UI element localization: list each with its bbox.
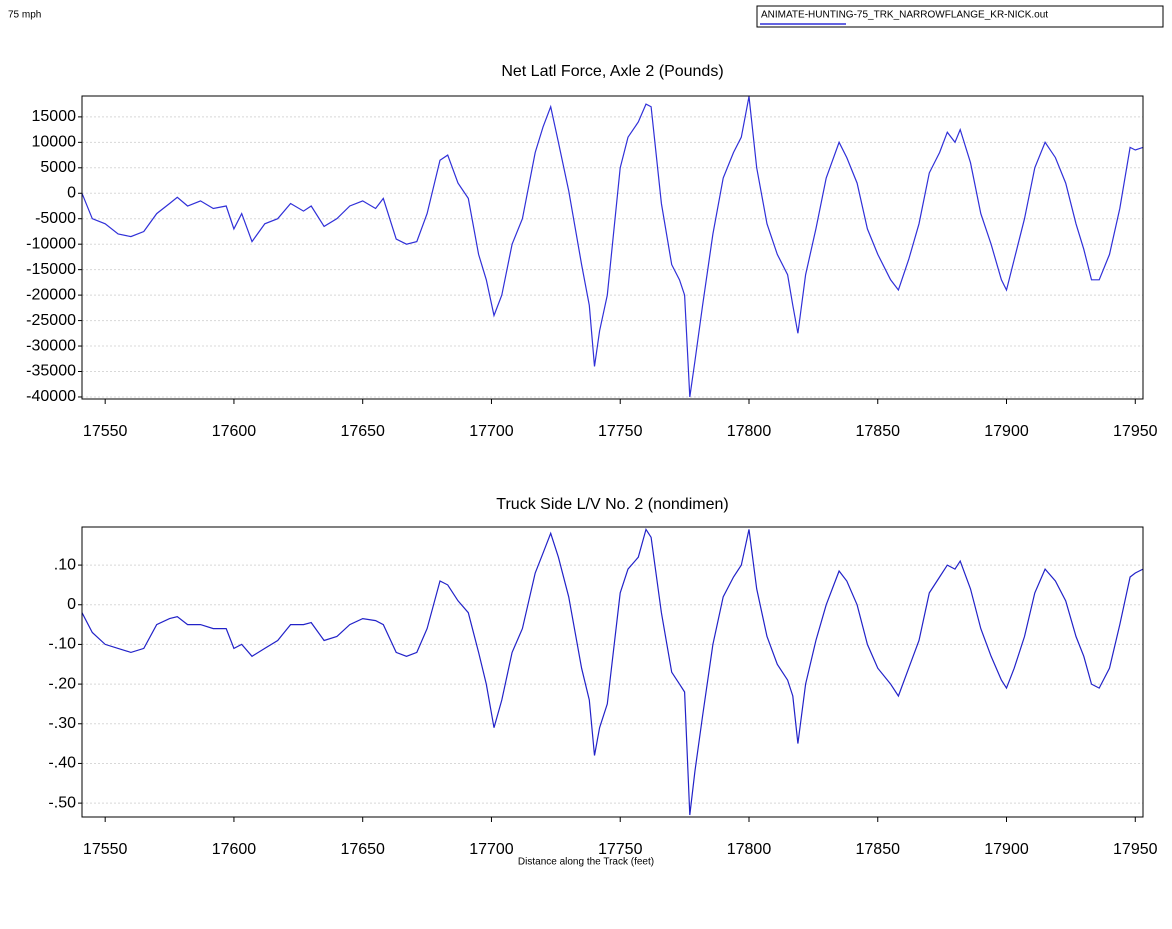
y-tick-label: -.50 <box>48 794 76 811</box>
x-tick-label: 17750 <box>598 841 643 858</box>
x-tick-label: 17950 <box>1113 841 1158 858</box>
x-tick-label: 17550 <box>83 423 128 440</box>
x-tick-label: 17650 <box>340 423 385 440</box>
x-tick-label: 17750 <box>598 423 643 440</box>
chart-title: Truck Side L/V No. 2 (nondimen) <box>496 496 728 513</box>
legend-label: ANIMATE-HUNTING-75_TRK_NARROWFLANGE_KR-N… <box>761 10 1048 21</box>
data-line <box>82 527 1143 816</box>
y-tick-label: 0 <box>67 596 76 613</box>
y-tick-label: .10 <box>54 556 76 573</box>
x-axis-label: Distance along the Track (feet) <box>518 857 654 868</box>
chart-title: Net Latl Force, Axle 2 (Pounds) <box>501 63 723 80</box>
legend-box <box>756 5 1164 28</box>
y-tick-label: -.10 <box>48 636 76 653</box>
data-line <box>82 96 1143 398</box>
y-tick-label: -30000 <box>26 337 76 354</box>
y-tick-label: -40000 <box>26 388 76 405</box>
x-tick-label: 17850 <box>856 423 901 440</box>
y-tick-label: -15000 <box>26 261 76 278</box>
plot-frame <box>81 95 1144 400</box>
y-tick-label: -5000 <box>35 210 76 227</box>
x-tick-label: 17600 <box>212 841 257 858</box>
x-tick-label: 17700 <box>469 841 514 858</box>
x-tick-label: 17800 <box>727 841 772 858</box>
y-tick-label: -.40 <box>48 755 76 772</box>
x-tick-label: 17850 <box>856 841 901 858</box>
y-tick-label: 0 <box>67 184 76 201</box>
y-tick-label: -20000 <box>26 286 76 303</box>
y-tick-label: 10000 <box>32 134 77 151</box>
x-tick-label: 17800 <box>727 423 772 440</box>
y-tick-label: -.20 <box>48 675 76 692</box>
x-tick-label: 17900 <box>984 841 1029 858</box>
x-tick-label: 17950 <box>1113 423 1158 440</box>
y-tick-label: -.30 <box>48 715 76 732</box>
speed-note: 75 mph <box>8 10 41 21</box>
y-tick-label: -10000 <box>26 235 76 252</box>
x-tick-label: 17600 <box>212 423 257 440</box>
x-tick-label: 17900 <box>984 423 1029 440</box>
x-tick-label: 17650 <box>340 841 385 858</box>
plot-frame <box>81 526 1144 818</box>
x-tick-label: 17550 <box>83 841 128 858</box>
y-tick-label: -25000 <box>26 312 76 329</box>
x-tick-label: 17700 <box>469 423 514 440</box>
y-tick-label: -35000 <box>26 363 76 380</box>
y-tick-label: 5000 <box>40 159 76 176</box>
y-tick-label: 15000 <box>32 108 77 125</box>
